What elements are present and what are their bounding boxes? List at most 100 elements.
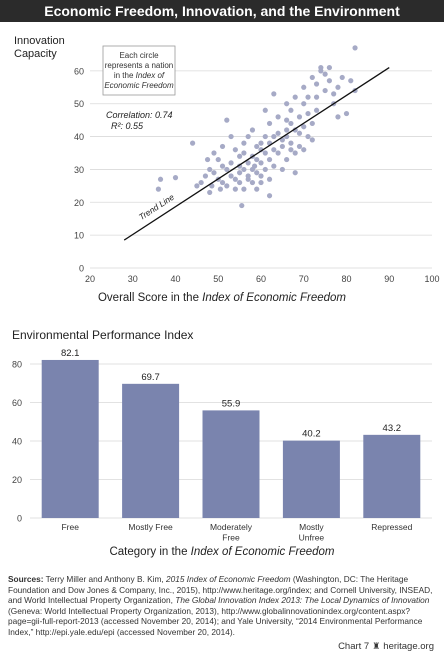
bar-category-label: Moderately [210, 522, 253, 532]
scatter-point [245, 160, 251, 166]
sources-text-3: (Geneva: World Intellectual Property Org… [8, 605, 423, 637]
bar-value-label: 40.2 [302, 429, 321, 440]
chart-number: Chart 7 [338, 641, 370, 652]
scatter-point [219, 179, 226, 186]
bar-category-label: Mostly [299, 522, 324, 532]
bar-x-axis-title-italic: Index of Economic Freedom [190, 546, 335, 558]
scatter-point [292, 94, 298, 100]
scatter-point [251, 163, 258, 169]
scatter-point [211, 150, 217, 156]
bar-value-label: 55.9 [222, 398, 241, 409]
scatter-point [296, 130, 303, 136]
scatter-point [335, 84, 341, 90]
scatter-point [219, 143, 226, 150]
scatter-y-tick-label: 10 [74, 231, 84, 241]
scatter-point [198, 179, 204, 186]
scatter-point [309, 120, 315, 127]
bar-chart: 0 20 40 60 80 82.1 Free 69.7 Mostly Free 55.9 Mode… [12, 348, 432, 543]
scatter-point [224, 166, 230, 173]
note-text: in the [114, 71, 136, 80]
scatter-point [284, 117, 290, 123]
scatter-point [228, 160, 234, 166]
sources-italic-1: 2015 Index of Economic Freedom [166, 574, 291, 584]
scatter-point [284, 101, 290, 107]
scatter-point [228, 173, 234, 179]
scatter-point [284, 127, 290, 133]
scatter-point [296, 114, 303, 120]
sources-note: Sources: Terry Miller and Anthony B. Kim… [8, 574, 436, 638]
scatter-point [266, 156, 273, 163]
scatter-point [258, 160, 264, 166]
scatter-x-axis-title-italic: Index of Economic Freedom [202, 292, 346, 304]
scatter-point [254, 143, 260, 150]
scatter-point [266, 176, 273, 182]
sources-text-2: (Washington, DC: The Heritage Foundation… [8, 574, 433, 606]
bar-category-label: Unfree [299, 533, 325, 543]
scatter-point [301, 84, 307, 90]
bar-y-tick-label: 20 [12, 475, 22, 485]
scatter-point [232, 186, 238, 192]
scatter-point [172, 175, 179, 181]
scatter-point [207, 166, 213, 173]
scatter-point [313, 81, 320, 87]
scatter-y-tick-label: 60 [74, 66, 84, 76]
scatter-point [258, 179, 264, 186]
scatter-point [305, 110, 311, 117]
scatter-point [262, 150, 268, 156]
bar [363, 434, 421, 518]
bar-chart-title: Environmental Performance Index [12, 328, 194, 342]
bar-value-label: 69.7 [141, 372, 160, 383]
scatter-point [301, 101, 307, 107]
scatter-point [245, 133, 251, 140]
note-line: in the Index of [114, 71, 165, 80]
scatter-point [288, 120, 294, 127]
scatter-point [202, 173, 209, 179]
note-line: represents a nation [105, 61, 174, 70]
correlation-label: Correlation: 0.74 [106, 110, 173, 120]
scatter-x-tick-label: 20 [85, 274, 95, 284]
scatter-point [262, 107, 268, 113]
bar-x-axis-title: Category in the Index of Economic Freedo… [0, 546, 444, 558]
scatter-point [155, 186, 161, 192]
scatter-point [254, 156, 260, 163]
scatter-x-tick-label: 60 [256, 274, 266, 284]
bar [122, 383, 180, 518]
scatter-point [271, 163, 277, 169]
scatter-point [322, 71, 328, 77]
scatter-point [258, 140, 264, 146]
scatter-point [335, 114, 341, 120]
scatter-point [292, 170, 298, 176]
sources-label: Sources: [8, 574, 44, 584]
scatter-point [271, 91, 277, 97]
scatter-point [296, 143, 303, 150]
scatter-point [266, 193, 273, 199]
scatter-y-tick-label: 50 [74, 99, 84, 109]
scatter-point [331, 91, 337, 97]
scatter-point [258, 147, 264, 153]
trend-line-label: Trend Line [137, 192, 176, 222]
scatter-x-tick-label: 30 [128, 274, 138, 284]
scatter-x-tick-label: 80 [341, 274, 351, 284]
scatter-point [309, 74, 315, 81]
scatter-point [322, 87, 328, 94]
scatter-point [284, 156, 290, 163]
scatter-point [301, 147, 307, 153]
scatter-point [194, 183, 200, 189]
note-box [102, 45, 176, 96]
note-line: Economic Freedom [104, 81, 174, 90]
scatter-point [241, 150, 247, 156]
scatter-point [305, 94, 311, 100]
scatter-point [313, 107, 320, 113]
note-text-italic: Index of [136, 71, 165, 80]
scatter-x-tick-label: 50 [213, 274, 223, 284]
scatter-point [271, 147, 277, 153]
scatter-point [301, 124, 307, 130]
scatter-point [224, 183, 230, 189]
scatter-y-tick-label: 0 [79, 264, 84, 274]
sources-text-1: Terry Miller and Anthony B. Kim, [43, 574, 167, 584]
scatter-point [262, 166, 268, 173]
scatter-point [288, 140, 294, 146]
bar-y-tick-label: 0 [17, 514, 22, 524]
scatter-point [288, 147, 294, 153]
heritage-logo-icon: ♜ [372, 641, 381, 651]
